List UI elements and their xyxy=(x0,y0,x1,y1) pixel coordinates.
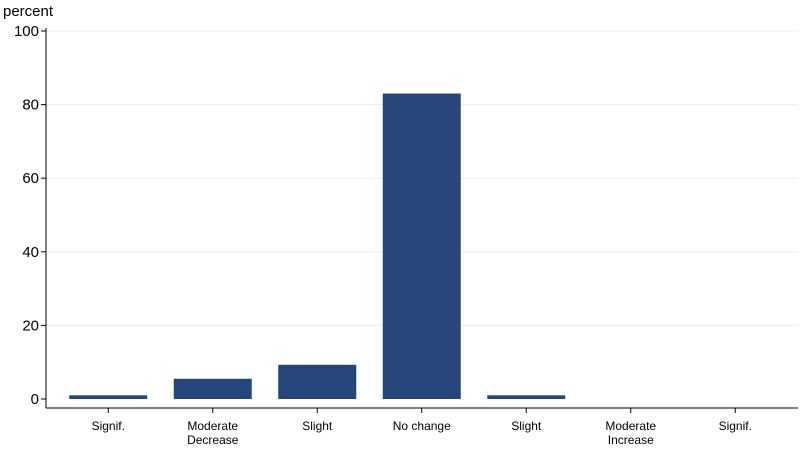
y-ticks: 0 20 40 60 80 100 xyxy=(14,23,46,408)
y-axis-title: percent xyxy=(3,3,54,20)
x-tick-label: Moderate Increase xyxy=(605,419,656,447)
bar xyxy=(382,93,461,399)
bar xyxy=(173,378,252,399)
x-tick-label: No change xyxy=(393,419,451,433)
y-tick-label: 60 xyxy=(22,170,39,187)
y-tick-label: 0 xyxy=(31,391,39,408)
bar xyxy=(278,364,357,399)
x-tick-label: Moderate Decrease xyxy=(187,419,239,447)
x-tick-label: Slight xyxy=(511,419,542,433)
x-tick-labels: Signif. Moderate Decrease Slight No change Sl… xyxy=(92,408,752,447)
y-tick-label: 20 xyxy=(22,317,39,334)
x-tick-label: Signif. xyxy=(719,419,752,433)
y-tick-label: 80 xyxy=(22,97,39,114)
x-tick-label: Slight xyxy=(302,419,333,433)
bar xyxy=(69,395,148,399)
x-tick-label: Signif. xyxy=(92,419,125,433)
bars xyxy=(69,93,566,399)
y-tick-label: 100 xyxy=(14,23,39,40)
y-tick-label: 40 xyxy=(22,244,39,261)
bar xyxy=(487,395,566,399)
